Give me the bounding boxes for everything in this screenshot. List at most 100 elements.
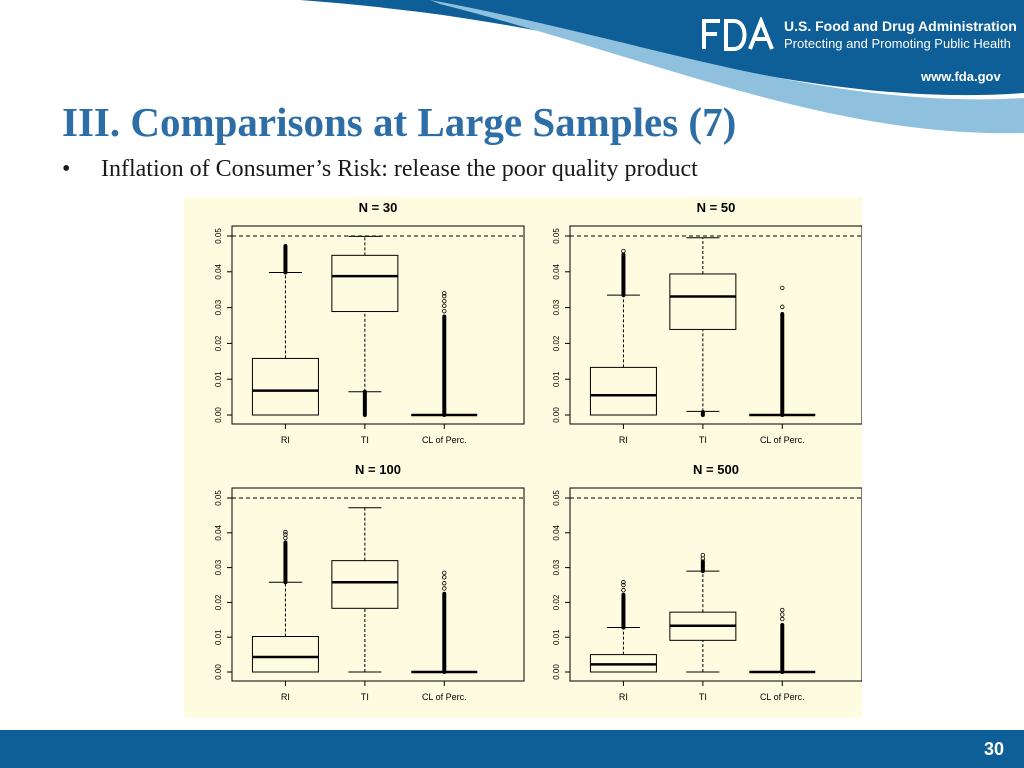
- y-tick-label: 0.00: [214, 664, 223, 680]
- outlier-point: [780, 304, 785, 310]
- y-tick-label: 0.00: [214, 407, 223, 423]
- outlier-point: [283, 532, 288, 537]
- x-tick-label: TI: [699, 435, 707, 445]
- y-tick-label: 0.02: [214, 335, 223, 351]
- outlier-point: [621, 588, 626, 593]
- outlier-point: [442, 293, 447, 299]
- boxplot-chart-1: N = 30 0.00 0.01 0.02 0.03 0.04 0.05 RI TI CL of …: [214, 200, 525, 445]
- outlier-point: [442, 586, 447, 591]
- box-ri: RI: [251, 244, 319, 445]
- x-tick-label: CL of Perc.: [760, 692, 805, 702]
- x-tick-label: CL of Perc.: [422, 435, 467, 445]
- box-ti: TI: [669, 237, 737, 445]
- iqr-box: [331, 254, 399, 313]
- box-ti: TI: [331, 235, 399, 445]
- x-tick-label: TI: [361, 692, 369, 702]
- chart-title: N = 30: [359, 200, 398, 215]
- iqr-box: [669, 273, 737, 330]
- y-tick-label: 0.04: [552, 524, 561, 540]
- iqr-box: [331, 560, 399, 609]
- agency-name: U.S. Food and Drug Administration: [784, 18, 1017, 34]
- box-ri: RI: [589, 580, 657, 702]
- boxplot-chart-3: N = 100 0.00 0.01 0.02 0.03 0.04 0.05 RI TI CL of…: [214, 462, 525, 702]
- header-swoosh: [430, 0, 1024, 134]
- outlier-point: [283, 529, 288, 535]
- chart-title: N = 100: [355, 462, 401, 477]
- y-tick-label: 0.03: [552, 559, 561, 575]
- y-tick-label: 0.01: [552, 629, 561, 645]
- box-cl-of-perc-: CL of Perc.: [749, 607, 816, 702]
- page-number: 30: [983, 739, 1004, 759]
- y-tick-label: 0.02: [214, 594, 223, 610]
- box-ri: RI: [589, 248, 657, 445]
- y-tick-label: 0.03: [552, 299, 561, 315]
- y-tick-label: 0.00: [552, 407, 561, 423]
- y-tick-label: 0.05: [214, 490, 223, 506]
- iqr-box: [589, 366, 657, 416]
- y-tick-label: 0.00: [552, 664, 561, 680]
- outlier-point: [442, 308, 447, 314]
- y-tick-label: 0.01: [552, 371, 561, 387]
- plot-frame: [569, 225, 862, 425]
- box-ri: RI: [251, 529, 319, 702]
- y-tick-label: 0.01: [214, 629, 223, 645]
- boxplot-chart-2: N = 50 0.00 0.01 0.02 0.03 0.04 0.05 RI TI CL of …: [552, 200, 862, 445]
- y-tick-label: 0.03: [214, 559, 223, 575]
- x-tick-label: RI: [281, 692, 290, 702]
- iqr-box: [251, 636, 319, 673]
- website-link[interactable]: www.fda.gov: [921, 69, 1001, 84]
- box-cl-of-perc-: CL of Perc.: [411, 570, 478, 702]
- y-tick-label: 0.05: [552, 228, 561, 244]
- header-band: [0, 0, 1024, 96]
- outlier-point: [442, 303, 447, 309]
- box-ti: TI: [331, 507, 399, 702]
- outlier-point: [442, 298, 447, 304]
- y-tick-label: 0.04: [214, 524, 223, 540]
- footer-bar: 30: [0, 730, 1024, 768]
- outlier-point: [442, 570, 447, 576]
- x-tick-label: TI: [699, 692, 707, 702]
- x-tick-label: CL of Perc.: [422, 692, 467, 702]
- boxplot-chart-4: N = 500 0.00 0.01 0.02 0.03 0.04 0.05 RI TI CL of…: [552, 462, 862, 702]
- box-ti: TI: [669, 552, 737, 702]
- header-banner: [0, 0, 1024, 134]
- chart-title: N = 500: [693, 462, 739, 477]
- agency-tagline: Protecting and Promoting Public Health: [784, 36, 1011, 51]
- outlier-point: [780, 607, 785, 613]
- y-tick-label: 0.04: [214, 263, 223, 279]
- outlier-point: [780, 285, 785, 291]
- chart-panel: N = 30 0.00 0.01 0.02 0.03 0.04 0.05 RI TI CL of …: [184, 197, 862, 718]
- y-tick-label: 0.05: [214, 228, 223, 244]
- plot-frame: [569, 487, 862, 682]
- outlier-point: [283, 535, 288, 541]
- outlier-point: [780, 616, 785, 622]
- bullet-icon: •: [62, 156, 71, 182]
- outlier-point: [700, 552, 706, 558]
- slide-title: III. Comparisons at Large Samples (7): [62, 99, 737, 145]
- y-tick-label: 0.05: [552, 490, 561, 506]
- x-tick-label: RI: [619, 435, 628, 445]
- y-tick-label: 0.02: [552, 335, 561, 351]
- y-tick-label: 0.01: [214, 371, 223, 387]
- box-cl-of-perc-: CL of Perc.: [749, 285, 816, 445]
- boxplot-grid: N = 30 0.00 0.01 0.02 0.03 0.04 0.05 RI TI CL of …: [214, 200, 862, 702]
- fda-logo: [702, 17, 774, 51]
- outlier-point: [442, 581, 447, 586]
- x-tick-label: RI: [281, 435, 290, 445]
- chart-title: N = 50: [697, 200, 736, 215]
- outlier-point: [621, 248, 626, 254]
- iqr-box: [251, 357, 319, 416]
- y-tick-label: 0.04: [552, 263, 561, 279]
- x-tick-label: CL of Perc.: [760, 435, 805, 445]
- bullet-text: Inflation of Consumer’s Risk: release th…: [101, 156, 698, 182]
- outlier-point: [621, 580, 626, 585]
- plot-frame: [231, 487, 525, 682]
- plot-frame: [231, 225, 525, 425]
- box-cl-of-perc-: CL of Perc.: [411, 291, 478, 445]
- y-tick-label: 0.02: [552, 594, 561, 610]
- x-tick-label: RI: [619, 692, 628, 702]
- outlier-point: [621, 582, 626, 588]
- x-tick-label: TI: [361, 435, 369, 445]
- y-tick-label: 0.03: [214, 299, 223, 315]
